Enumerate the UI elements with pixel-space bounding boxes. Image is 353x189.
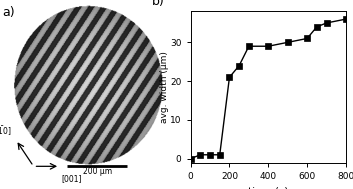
- Y-axis label: avg. width (µm): avg. width (µm): [160, 51, 169, 123]
- X-axis label: time (s): time (s): [248, 186, 288, 189]
- Text: [1$\bar{1}$0]: [1$\bar{1}$0]: [0, 125, 12, 138]
- Text: b): b): [152, 0, 164, 8]
- Text: 200 µm: 200 µm: [83, 167, 112, 176]
- Text: [001]: [001]: [62, 174, 82, 183]
- Text: a): a): [2, 6, 14, 19]
